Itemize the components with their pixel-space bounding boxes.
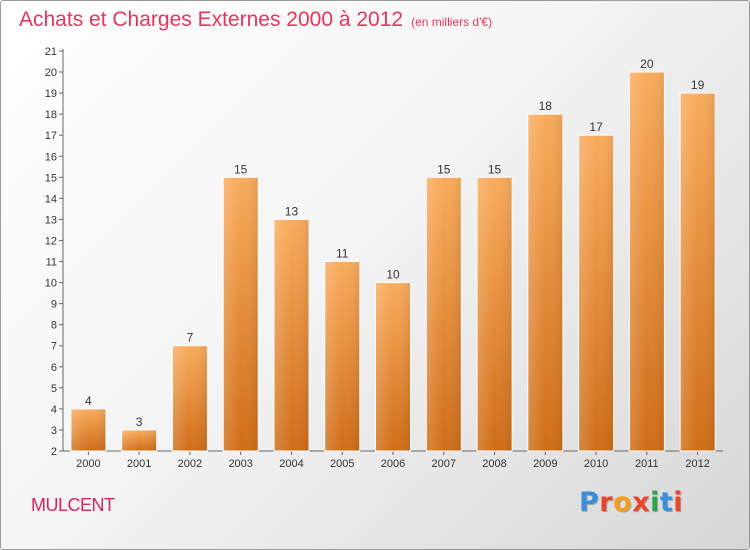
bar-value-label: 17 — [589, 120, 603, 134]
logo-letter: t — [659, 487, 674, 518]
y-tick-label: 12 — [45, 235, 57, 247]
y-tick-label: 13 — [45, 214, 57, 226]
x-tick-label: 2006 — [381, 458, 405, 470]
y-tick-label: 19 — [45, 88, 57, 100]
y-tick-label: 17 — [45, 130, 57, 142]
y-tick-label: 15 — [45, 172, 57, 184]
bar-labels: 4 3 7 15 13 11 10 15 15 18 17 20 19 — [85, 57, 705, 429]
bar-value-label: 20 — [640, 57, 654, 71]
y-tick-label: 10 — [45, 278, 57, 290]
bar-value-label: 10 — [386, 268, 400, 282]
x-tick-label: 2011 — [635, 458, 659, 470]
x-tick-label: 2009 — [533, 458, 557, 470]
bar-shade — [527, 114, 563, 451]
logo-letter: r — [599, 487, 614, 518]
bar-shade — [375, 282, 411, 451]
chart-subtitle: (en milliers d'€) — [411, 15, 493, 29]
y-tick-label: 21 — [45, 46, 57, 58]
title-text: Achats et Charges Externes 2000 à 2012 — [19, 8, 404, 31]
bar-shade — [578, 135, 614, 452]
x-tick-label: 2012 — [685, 458, 709, 470]
y-tick-label: 2 — [51, 446, 57, 458]
bar-value-label: 13 — [285, 204, 299, 218]
x-tick-label: 2004 — [279, 458, 303, 470]
bar-shade — [426, 177, 462, 451]
y-tick-label: 4 — [51, 404, 57, 416]
bar-shade — [70, 408, 106, 451]
y-tick-label: 7 — [51, 341, 57, 353]
bar-shade — [273, 219, 309, 451]
town-name: MULCENT — [31, 495, 115, 515]
bar-value-label: 4 — [85, 394, 92, 408]
bar-shade — [121, 429, 157, 451]
bar-shade — [629, 72, 665, 451]
x-tick-label: 2003 — [228, 458, 252, 470]
bar-value-label: 11 — [336, 247, 349, 261]
x-tick-label: 2000 — [76, 458, 100, 470]
y-tick-label: 11 — [46, 257, 57, 269]
y-tick-label: 3 — [51, 425, 57, 437]
logo-letter: o — [613, 487, 633, 518]
y-tick-label: 6 — [51, 362, 57, 374]
bar-shade — [477, 177, 513, 451]
y-tick-label: 16 — [45, 151, 57, 163]
bar-value-label: 18 — [539, 99, 553, 113]
y-tick-label: 20 — [45, 67, 57, 79]
y-tick-label: 18 — [45, 109, 57, 121]
bar-value-label: 19 — [691, 78, 705, 92]
proxiti-logo: Proxiti — [579, 487, 683, 518]
bar-value-label: 15 — [437, 162, 451, 176]
bar-shade — [172, 345, 208, 451]
chart-title: Achats et Charges Externes 2000 à 2012 (e… — [19, 8, 492, 32]
bar-shade — [223, 177, 259, 451]
y-tick-label: 5 — [51, 383, 57, 395]
logo-letter: i — [650, 487, 660, 518]
x-tick-label: 2008 — [482, 458, 506, 470]
bar-value-label: 15 — [234, 162, 248, 176]
bar-value-label: 15 — [488, 162, 502, 176]
y-axis: 2 3 4 5 6 7 8 9 10 11 12 13 14 15 16 17 18 19 20 21 — [45, 46, 64, 458]
logo-letter: x — [632, 487, 651, 518]
y-tick-label: 14 — [45, 193, 57, 205]
bar-shade — [680, 93, 716, 452]
x-tick-label: 2010 — [584, 458, 608, 470]
x-tick-label: 2001 — [127, 458, 151, 470]
logo-letter: P — [579, 487, 600, 518]
bar-shade — [324, 261, 360, 451]
bar-value-label: 7 — [187, 331, 194, 345]
y-tick-label: 9 — [51, 299, 57, 311]
x-tick-label: 2002 — [178, 458, 202, 470]
x-tick-label: 2007 — [432, 458, 456, 470]
bars — [70, 71, 716, 452]
x-tick-label: 2005 — [330, 458, 354, 470]
logo-letter: i — [673, 487, 684, 518]
y-tick-label: 8 — [51, 320, 57, 332]
bar-value-label: 3 — [136, 415, 143, 429]
x-axis: 2000 2001 2002 2003 2004 2005 2006 2007 2008 2009… — [63, 450, 723, 470]
